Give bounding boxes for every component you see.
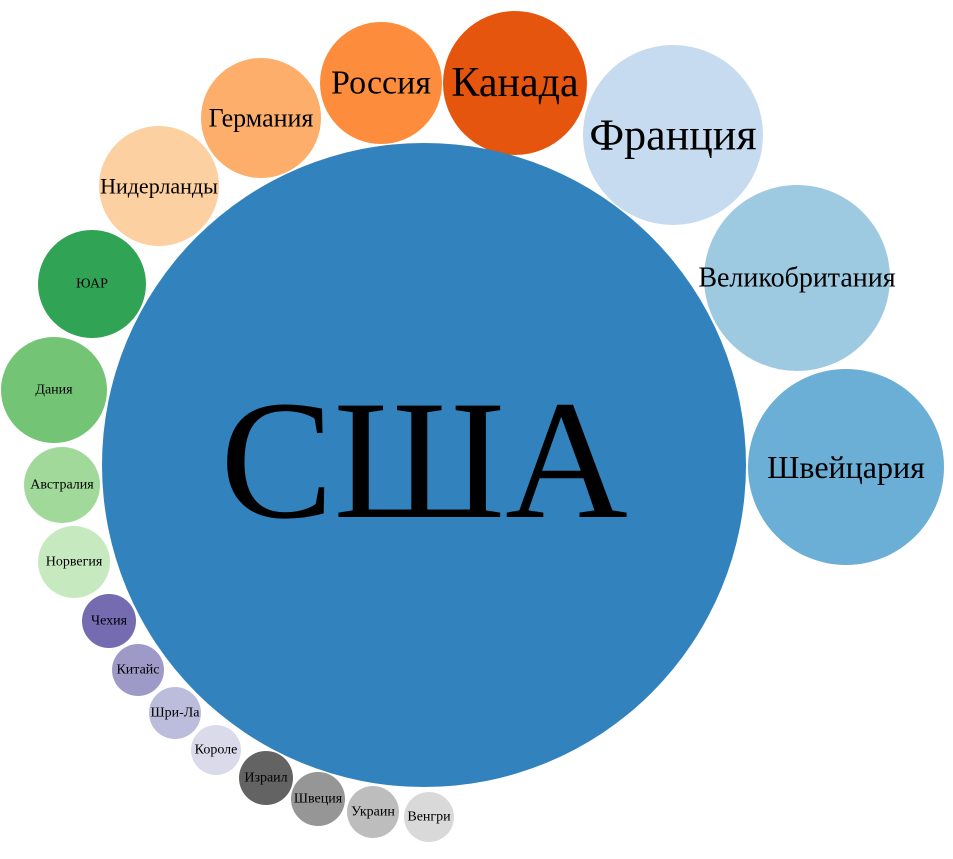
bubble-18[interactable] (347, 786, 399, 838)
bubble-8-label: ЮАР (76, 277, 108, 292)
bubble-3[interactable] (704, 185, 890, 371)
center-bubble-label: США (220, 366, 628, 554)
bubble-7-label: Нидерланды (100, 174, 218, 199)
bubble-12-label: Чехия (91, 614, 128, 629)
bubble-1-label: Канада (451, 60, 579, 106)
bubble-14-label: Шри-Ла (151, 706, 201, 721)
bubble-13-label: Китайс (116, 663, 159, 678)
bubble-10[interactable] (24, 447, 100, 523)
bubble-16[interactable] (239, 751, 293, 805)
bubble-7[interactable] (99, 126, 219, 246)
bubble-8[interactable] (38, 230, 146, 338)
bubble-13[interactable] (112, 644, 164, 696)
bubble-4-label: Швейцария (767, 449, 925, 485)
center-bubble-group: США (102, 143, 746, 787)
bubble-9[interactable] (1, 337, 107, 443)
bubble-15[interactable] (191, 725, 241, 775)
bubble-11-label: Норвегия (46, 555, 103, 570)
bubble-2-label: Франция (589, 111, 756, 160)
bubble-6[interactable] (201, 58, 321, 178)
bubble-10-label: Австралия (30, 478, 94, 493)
bubble-2[interactable] (583, 45, 763, 225)
bubble-15-label: Короле (195, 743, 238, 758)
bubble-19[interactable] (404, 792, 454, 842)
bubble-6-label: Германия (209, 104, 314, 133)
bubble-5[interactable] (320, 22, 442, 144)
bubble-5-label: Россия (331, 65, 431, 102)
bubble-11[interactable] (38, 526, 110, 598)
bubble-12[interactable] (82, 594, 136, 648)
bubble-9-label: Дания (35, 383, 73, 398)
bubble-1[interactable] (443, 11, 587, 155)
bubble-19-label: Венгри (407, 810, 451, 825)
bubble-18-label: Украин (351, 805, 395, 820)
bubble-16-label: Израил (244, 771, 287, 786)
bubble-17[interactable] (291, 772, 345, 826)
bubble-14[interactable] (149, 687, 201, 739)
bubble-17-label: Швеция (294, 792, 343, 807)
center-bubble[interactable] (102, 143, 746, 787)
bubble-3-label: Великобритания (698, 263, 895, 294)
bubble-4[interactable] (748, 369, 944, 565)
